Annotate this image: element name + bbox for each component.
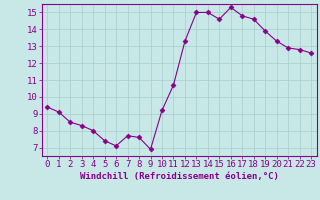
X-axis label: Windchill (Refroidissement éolien,°C): Windchill (Refroidissement éolien,°C): [80, 172, 279, 181]
